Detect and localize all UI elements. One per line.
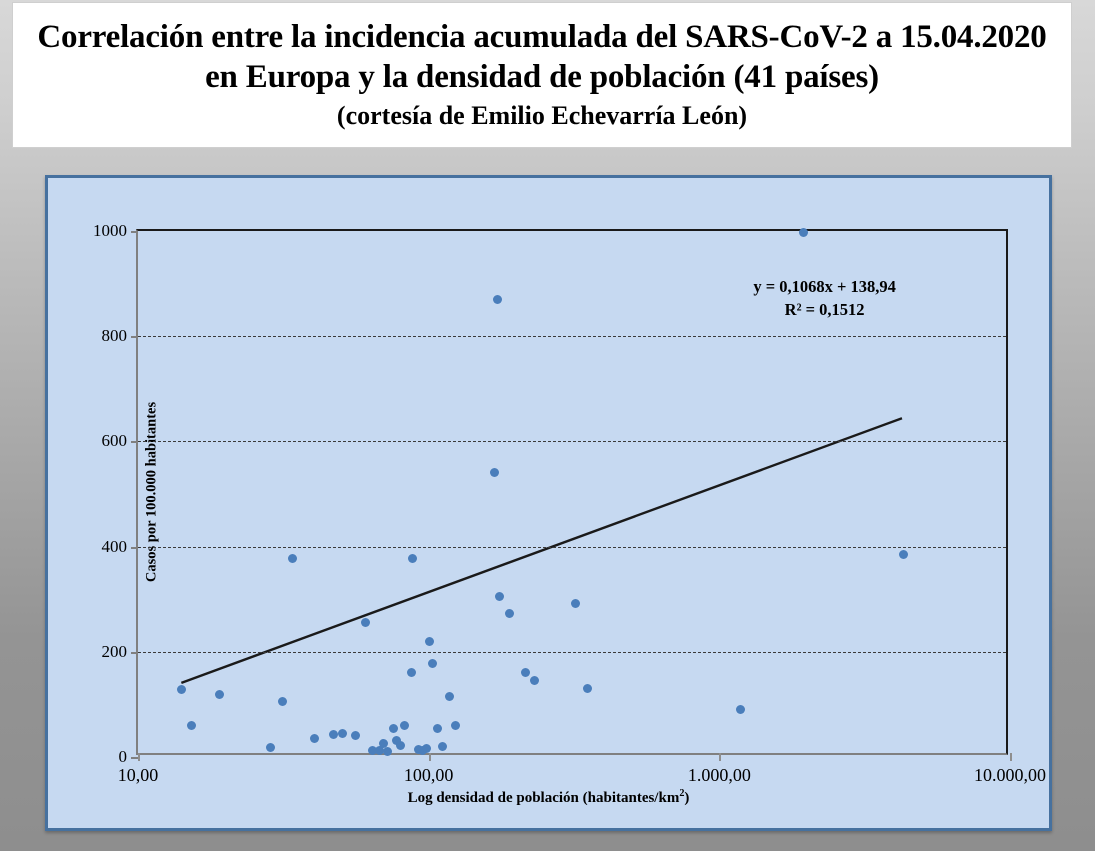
scatter-point[interactable] <box>438 741 448 751</box>
gridline-y <box>138 651 1006 653</box>
scatter-point[interactable] <box>367 746 377 756</box>
y-tick-mark <box>131 757 138 759</box>
scatter-point[interactable] <box>735 705 745 715</box>
y-tick-mark <box>131 336 138 339</box>
scatter-point[interactable] <box>350 730 360 740</box>
scatter-point[interactable] <box>489 468 499 478</box>
y-tick-label: 400 <box>101 536 128 556</box>
scatter-point[interactable] <box>382 747 392 757</box>
scatter-point[interactable] <box>379 739 389 749</box>
regression-equation: y = 0,1068x + 138,94 <box>753 277 896 297</box>
gridline-y <box>138 336 1006 338</box>
regression-annotation: y = 0,1068x + 138,94 R² = 0,1512 <box>753 276 896 321</box>
scatter-point[interactable] <box>408 553 418 563</box>
scatter-point[interactable] <box>530 675 540 685</box>
x-tick-label: 100,00 <box>403 765 454 785</box>
scatter-point[interactable] <box>328 730 338 740</box>
scatter-point[interactable] <box>360 618 370 628</box>
scatter-point[interactable] <box>492 294 502 304</box>
y-tick-mark <box>131 651 138 654</box>
x-tick-mark <box>428 753 431 761</box>
scatter-point[interactable] <box>337 729 347 739</box>
gridline-y <box>138 441 1006 443</box>
scatter-point[interactable] <box>898 549 908 559</box>
y-tick-label: 1000 <box>93 221 127 240</box>
scatter-point[interactable] <box>520 668 530 678</box>
scatter-point[interactable] <box>494 592 504 602</box>
scatter-point[interactable] <box>421 744 431 754</box>
regression-r-squared: R² = 0,1512 <box>784 299 865 319</box>
y-tick-label: 0 <box>118 747 128 766</box>
y-tick-mark <box>131 546 138 549</box>
scatter-point[interactable] <box>427 658 437 668</box>
scatter-point[interactable] <box>432 723 442 733</box>
scatter-point[interactable] <box>425 636 435 646</box>
gridline-y <box>138 546 1006 548</box>
scatter-point[interactable] <box>583 684 593 694</box>
y-tick-label: 200 <box>101 641 128 661</box>
scatter-point[interactable] <box>570 598 580 608</box>
y-tick-mark <box>131 231 138 233</box>
scatter-point[interactable] <box>799 227 809 237</box>
scatter-point[interactable] <box>406 668 416 678</box>
scatter-point[interactable] <box>391 735 401 745</box>
scatter-point[interactable] <box>265 743 275 753</box>
scatter-point[interactable] <box>214 690 224 700</box>
x-axis-title-text: Log densidad de población (habitantes/km… <box>407 788 690 806</box>
scatter-point[interactable] <box>413 745 423 755</box>
x-tick-label: 1.000,00 <box>687 765 751 785</box>
scatter-point[interactable] <box>287 553 297 563</box>
scatter-point[interactable] <box>176 685 186 695</box>
page-subtitle: (cortesía de Emilio Echevarría León) <box>336 100 748 130</box>
y-tick-mark <box>131 441 138 444</box>
scatter-point[interactable] <box>375 745 385 755</box>
x-tick-mark <box>1010 753 1012 761</box>
title-banner: Correlación entre la incidencia acumulad… <box>12 2 1072 148</box>
scatter-point[interactable] <box>310 733 320 743</box>
scatter-point[interactable] <box>399 721 409 731</box>
x-axis-title: Log densidad de población (habitantes/km… <box>48 788 1049 807</box>
y-tick-label: 800 <box>101 326 128 346</box>
scatter-point[interactable] <box>505 608 515 618</box>
y-tick-label: 600 <box>101 431 128 451</box>
x-tick-label: 10,00 <box>117 765 159 785</box>
chart-inner: Casos por 100.000 habitantes 0 200 400 600 8… <box>48 178 1049 828</box>
page-title: Correlación entre la incidencia acumulad… <box>37 19 1047 96</box>
scatter-point[interactable] <box>445 692 455 701</box>
scatter-point[interactable] <box>187 720 197 730</box>
scatter-point[interactable] <box>451 720 461 730</box>
scatter-point[interactable] <box>395 740 405 750</box>
chart-frame: Casos por 100.000 habitantes 0 200 400 600 8… <box>45 175 1052 831</box>
scatter-point[interactable] <box>388 723 398 733</box>
scatter-point[interactable] <box>278 697 288 707</box>
x-tick-label: 10.000,00 <box>974 765 1046 785</box>
x-tick-mark <box>719 753 722 761</box>
x-tick-mark <box>138 753 140 761</box>
